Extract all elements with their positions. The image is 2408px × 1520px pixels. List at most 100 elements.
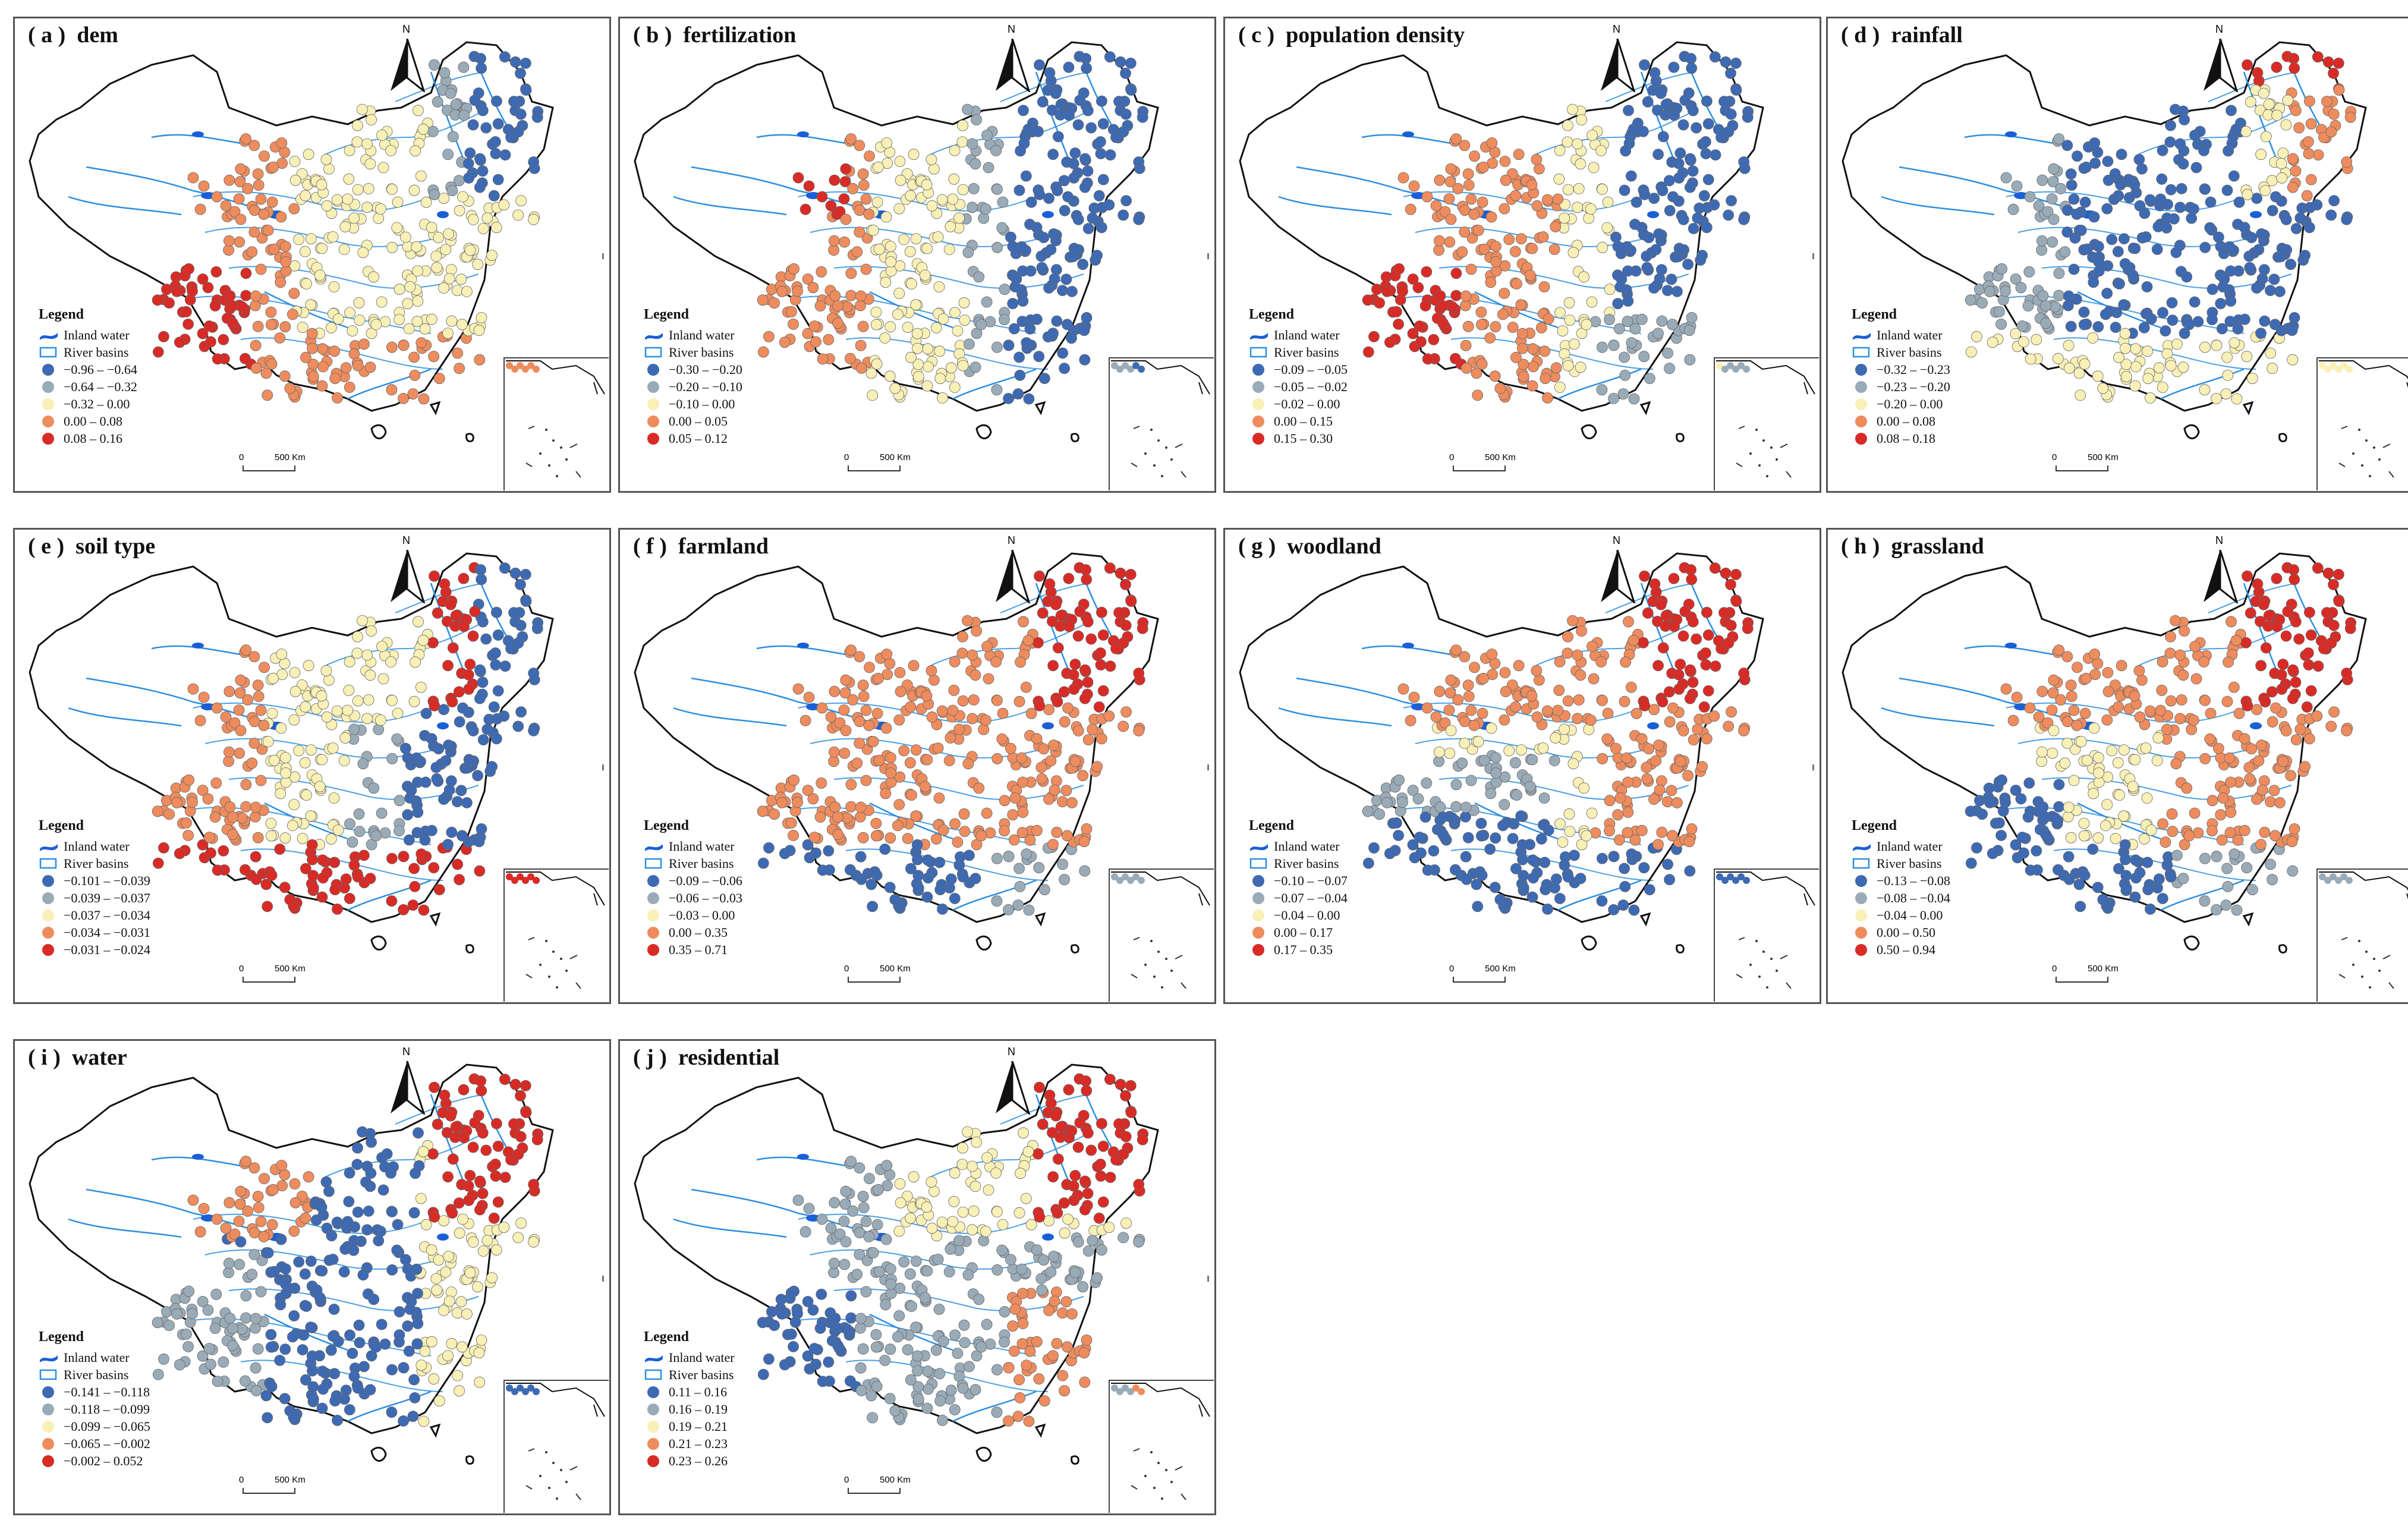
- station-point: [2242, 59, 2253, 71]
- station-point: [1518, 870, 1529, 882]
- station-point: [1407, 328, 1419, 339]
- station-point: [1612, 298, 1624, 310]
- north-label: N: [1008, 23, 1015, 35]
- station-point: [2276, 683, 2288, 695]
- station-point: [476, 1334, 487, 1346]
- station-point: [376, 296, 388, 308]
- station-point: [1489, 882, 1501, 893]
- station-point: [266, 1219, 278, 1231]
- station-point: [488, 701, 500, 713]
- station-point: [428, 1373, 440, 1385]
- station-point: [2110, 322, 2121, 333]
- station-point: [1993, 817, 2005, 829]
- station-point: [996, 222, 1008, 234]
- south-china-sea-inset: [1714, 868, 1819, 1002]
- inland-water-body: [1042, 1233, 1054, 1241]
- legend-inland-water: Inland water: [644, 326, 742, 344]
- station-point: [413, 616, 424, 628]
- inland-water-body: [1402, 643, 1414, 649]
- station-point: [829, 1197, 841, 1209]
- station-point: [2134, 200, 2146, 212]
- station-point: [912, 882, 924, 893]
- station-point: [2040, 829, 2052, 841]
- station-point: [2079, 707, 2091, 719]
- station-point: [873, 754, 885, 766]
- station-point: [508, 1118, 520, 1130]
- station-point: [205, 336, 216, 348]
- station-point: [211, 1213, 223, 1225]
- station-point: [431, 773, 443, 785]
- station-point: [255, 1216, 267, 1228]
- station-point: [1526, 754, 1538, 766]
- legend-dot: [42, 363, 54, 376]
- station-point: [757, 346, 769, 358]
- river-basin-line: [1450, 337, 1654, 370]
- station-point: [2065, 168, 2077, 180]
- station-point: [305, 1321, 317, 1333]
- legend-class-1: −0.141 – −0.118: [39, 1383, 150, 1401]
- legend-class-2: −0.05 – −0.02: [1249, 378, 1348, 395]
- station-point: [854, 1248, 865, 1260]
- station-point: [2079, 358, 2091, 370]
- legend-class-label: 0.00 – 0.50: [1877, 924, 1935, 940]
- station-point: [462, 158, 474, 169]
- station-point: [1093, 190, 1105, 202]
- station-point: [2293, 122, 2305, 134]
- station-point: [2181, 782, 2193, 794]
- station-point: [398, 393, 409, 404]
- station-point: [1475, 306, 1487, 318]
- island-outline: [975, 424, 992, 439]
- station-point: [1677, 119, 1689, 131]
- station-point: [1016, 752, 1028, 764]
- station-point: [2231, 393, 2243, 405]
- legend-dot: [1252, 874, 1264, 887]
- station-point: [376, 1152, 388, 1163]
- station-point: [1510, 863, 1522, 874]
- station-point: [1003, 904, 1014, 915]
- station-point: [412, 265, 423, 277]
- station-point: [2242, 188, 2253, 200]
- station-point: [1009, 792, 1021, 804]
- station-point: [832, 1323, 843, 1334]
- station-point: [2188, 203, 2199, 215]
- station-point: [2176, 694, 2187, 706]
- legend-class-label: −0.32 – 0.00: [64, 396, 130, 411]
- station-point: [884, 321, 896, 333]
- station-point: [1604, 795, 1616, 807]
- station-point: [235, 1236, 247, 1248]
- island-outline: [465, 433, 474, 443]
- station-point: [1537, 231, 1549, 243]
- inset-station-point: [1132, 1384, 1140, 1392]
- station-point: [2018, 847, 2029, 859]
- station-point: [1060, 785, 1072, 797]
- station-point: [410, 656, 421, 668]
- station-point: [1433, 235, 1445, 247]
- station-point: [991, 1264, 1003, 1276]
- station-point: [1034, 1081, 1045, 1093]
- station-point: [443, 784, 455, 796]
- station-point: [2120, 870, 2132, 882]
- station-point: [1079, 181, 1091, 193]
- station-point: [1554, 144, 1566, 156]
- legend-dot: [1252, 415, 1264, 427]
- station-point: [1554, 656, 1566, 668]
- station-point: [1614, 281, 1626, 292]
- panel-title: ( f ) farmland: [633, 534, 769, 559]
- station-point: [351, 647, 363, 659]
- station-point: [1643, 232, 1655, 244]
- station-point: [1082, 676, 1094, 688]
- station-point: [1497, 309, 1509, 320]
- station-point: [867, 1412, 879, 1424]
- map-panel-population: ( c ) population density N Legend Inland…: [1223, 17, 1821, 493]
- station-point: [240, 1290, 252, 1302]
- legend-class-label: −0.20 – −0.10: [669, 379, 742, 394]
- station-point: [769, 808, 780, 820]
- station-point: [1008, 1345, 1020, 1357]
- station-point: [2232, 834, 2244, 846]
- station-point: [952, 325, 964, 336]
- station-point: [2265, 796, 2276, 808]
- station-point: [364, 1181, 376, 1192]
- legend-class-label: 0.00 – 0.35: [669, 924, 728, 940]
- station-point: [2289, 574, 2300, 586]
- station-point: [2290, 165, 2302, 177]
